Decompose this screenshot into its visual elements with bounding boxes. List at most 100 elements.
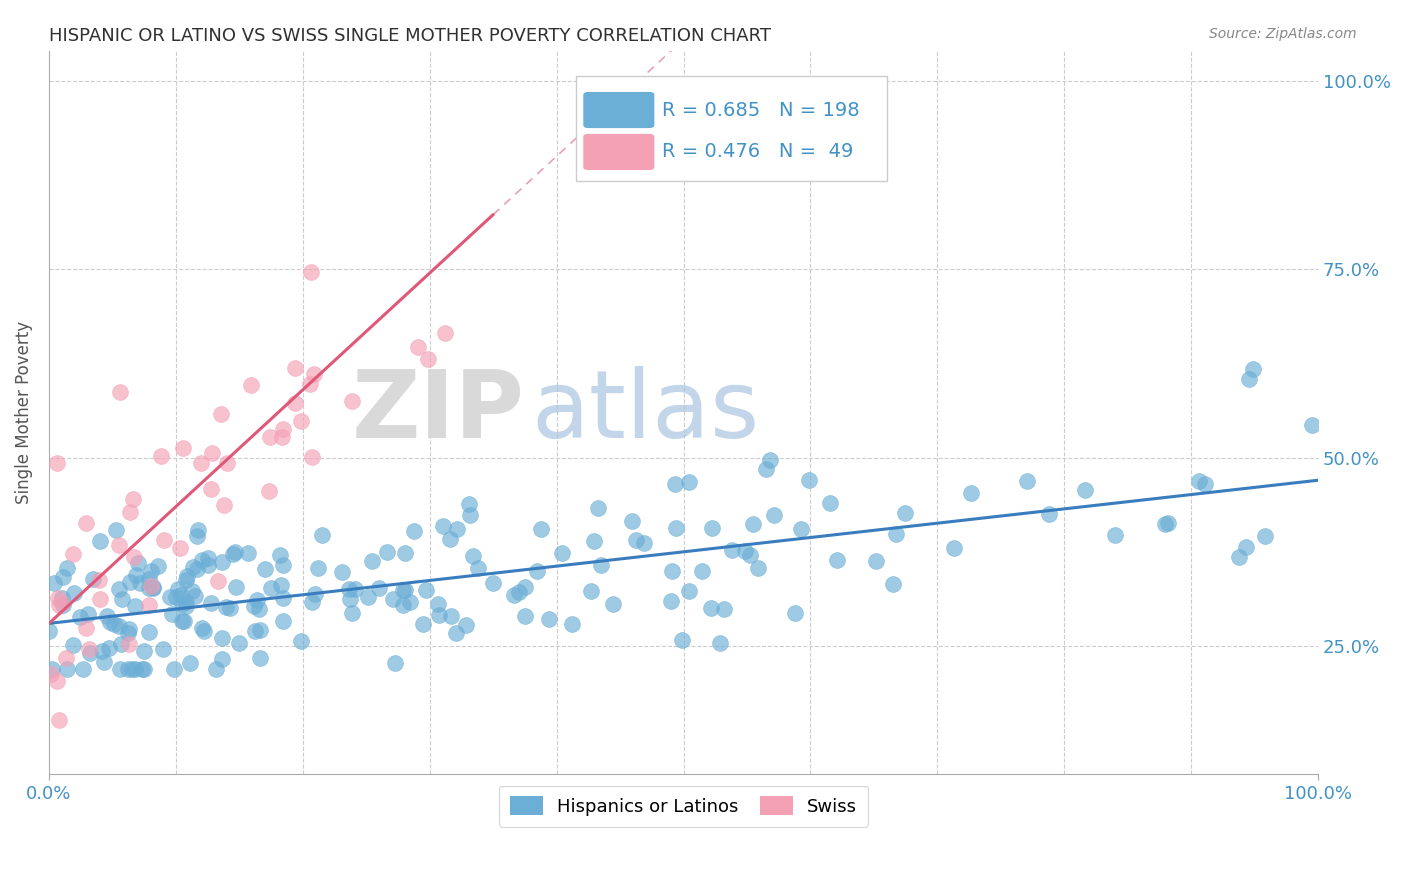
Point	[124, 662, 146, 676]
Point	[77, 607, 100, 622]
Point	[172, 598, 194, 612]
Point	[190, 621, 212, 635]
Point	[52, 569, 75, 583]
Point	[82, 572, 104, 586]
Point	[197, 558, 219, 572]
Point	[446, 522, 468, 536]
Point	[356, 590, 378, 604]
Point	[200, 482, 222, 496]
Point	[260, 581, 283, 595]
Text: HISPANIC OR LATINO VS SWISS SINGLE MOTHER POVERTY CORRELATION CHART: HISPANIC OR LATINO VS SWISS SINGLE MOTHE…	[49, 27, 772, 45]
Point	[392, 583, 415, 598]
Point	[48, 713, 70, 727]
Point	[457, 497, 479, 511]
Point	[713, 602, 735, 616]
Point	[340, 393, 363, 408]
Point	[72, 662, 94, 676]
Point	[173, 615, 195, 629]
Point	[201, 446, 224, 460]
Point	[664, 477, 686, 491]
Point	[257, 483, 280, 498]
Point	[118, 623, 141, 637]
Point	[1156, 516, 1178, 530]
Point	[105, 523, 128, 537]
Point	[579, 583, 602, 598]
Point	[339, 591, 361, 606]
Point	[62, 638, 84, 652]
Point	[1227, 550, 1250, 565]
Point	[186, 528, 208, 542]
Point	[602, 597, 624, 611]
Point	[721, 543, 744, 558]
Point	[690, 564, 713, 578]
Point	[783, 606, 806, 620]
Point	[200, 595, 222, 609]
Point	[1073, 483, 1095, 498]
Point	[159, 591, 181, 605]
Point	[224, 545, 246, 559]
Point	[467, 560, 489, 574]
Point	[943, 541, 966, 556]
Point	[181, 559, 204, 574]
Point	[174, 599, 197, 614]
Point	[882, 577, 904, 591]
Point	[408, 340, 430, 354]
Point	[762, 508, 785, 523]
Point	[1239, 371, 1261, 385]
Point	[790, 522, 813, 536]
Point	[111, 591, 134, 606]
Point	[439, 533, 461, 547]
Text: ZIP: ZIP	[352, 367, 524, 458]
Point	[134, 644, 156, 658]
Text: Source: ZipAtlas.com: Source: ZipAtlas.com	[1209, 27, 1357, 41]
Point	[45, 457, 67, 471]
Point	[108, 582, 131, 596]
Point	[1241, 362, 1264, 376]
Point	[163, 662, 186, 676]
Point	[384, 656, 406, 670]
Point	[659, 594, 682, 608]
Point	[110, 637, 132, 651]
Point	[103, 616, 125, 631]
Legend: Hispanics or Latinos, Swiss: Hispanics or Latinos, Swiss	[499, 786, 868, 827]
Point	[299, 265, 322, 279]
Point	[42, 576, 65, 591]
Point	[56, 561, 79, 575]
Point	[758, 453, 780, 467]
Point	[51, 591, 73, 605]
Point	[127, 556, 149, 570]
Point	[122, 549, 145, 564]
Point	[426, 597, 449, 611]
Point	[138, 625, 160, 640]
Point	[179, 656, 201, 670]
Point	[247, 602, 270, 616]
Point	[55, 650, 77, 665]
Point	[225, 580, 247, 594]
Point	[589, 558, 612, 573]
Point	[97, 640, 120, 655]
Point	[482, 576, 505, 591]
Point	[1104, 527, 1126, 541]
Point	[46, 591, 69, 605]
Point	[513, 580, 536, 594]
Point	[75, 621, 97, 635]
Point	[702, 521, 724, 535]
Point	[960, 486, 983, 500]
Point	[63, 586, 86, 600]
Point	[626, 533, 648, 547]
Point	[96, 608, 118, 623]
Point	[583, 534, 606, 549]
Point	[865, 554, 887, 568]
Point	[1254, 529, 1277, 543]
Point	[180, 584, 202, 599]
Point	[530, 522, 553, 536]
Point	[678, 475, 700, 489]
Point	[138, 581, 160, 595]
Point	[39, 667, 62, 681]
Point	[755, 461, 778, 475]
Point	[440, 608, 463, 623]
Point	[825, 553, 848, 567]
Point	[1038, 507, 1060, 521]
Point	[270, 429, 292, 443]
Point	[75, 516, 97, 531]
